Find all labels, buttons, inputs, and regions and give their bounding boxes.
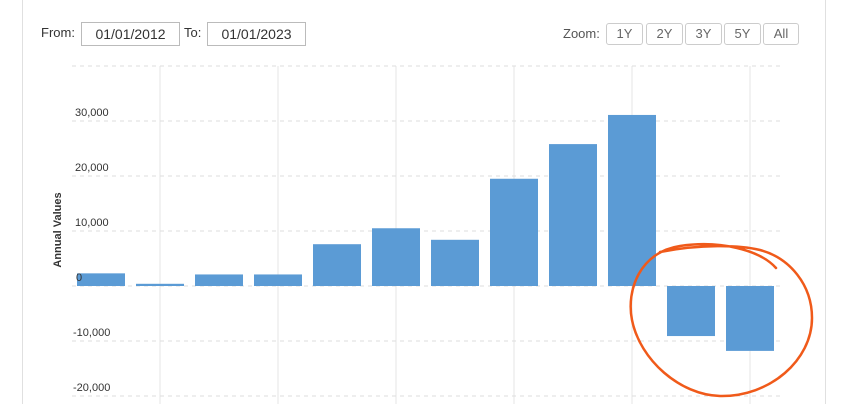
zoom-button[interactable]: 5Y <box>724 23 761 45</box>
bar <box>77 273 125 286</box>
y-tick-label: 0 <box>76 272 82 284</box>
bar <box>195 274 243 286</box>
bar <box>372 228 420 286</box>
zoom-button[interactable]: All <box>763 23 799 45</box>
zoom-button[interactable]: 2Y <box>646 23 683 45</box>
y-tick-label: 20,000 <box>75 162 109 174</box>
highlight-circle <box>629 243 814 398</box>
bar <box>313 244 361 286</box>
zoom-label: Zoom: <box>563 26 600 41</box>
bar <box>490 178 538 286</box>
bar <box>608 114 656 286</box>
y-tick-label: 30,000 <box>75 107 109 119</box>
y-tick-label: -20,000 <box>73 382 110 394</box>
zoom-button[interactable]: 1Y <box>606 23 643 45</box>
bar <box>431 239 479 286</box>
zoom-button[interactable]: 3Y <box>685 23 722 45</box>
y-axis-label: Annual Values <box>52 192 64 267</box>
grid <box>72 65 780 404</box>
labels: 30,000 20,000 10,000 0 -10,000 -20,000 <box>73 107 110 394</box>
bar <box>726 286 774 351</box>
bar <box>254 274 302 286</box>
y-tick-label: 10,000 <box>75 217 109 229</box>
to-input[interactable]: 01/01/2023 <box>207 22 306 46</box>
bar <box>549 144 597 286</box>
bar <box>136 283 184 286</box>
bars <box>77 114 774 351</box>
bar <box>667 286 715 337</box>
from-input[interactable]: 01/01/2012 <box>81 22 180 46</box>
y-tick-label: -10,000 <box>73 327 110 339</box>
from-label: From: <box>41 25 75 40</box>
to-label: To: <box>184 25 202 40</box>
